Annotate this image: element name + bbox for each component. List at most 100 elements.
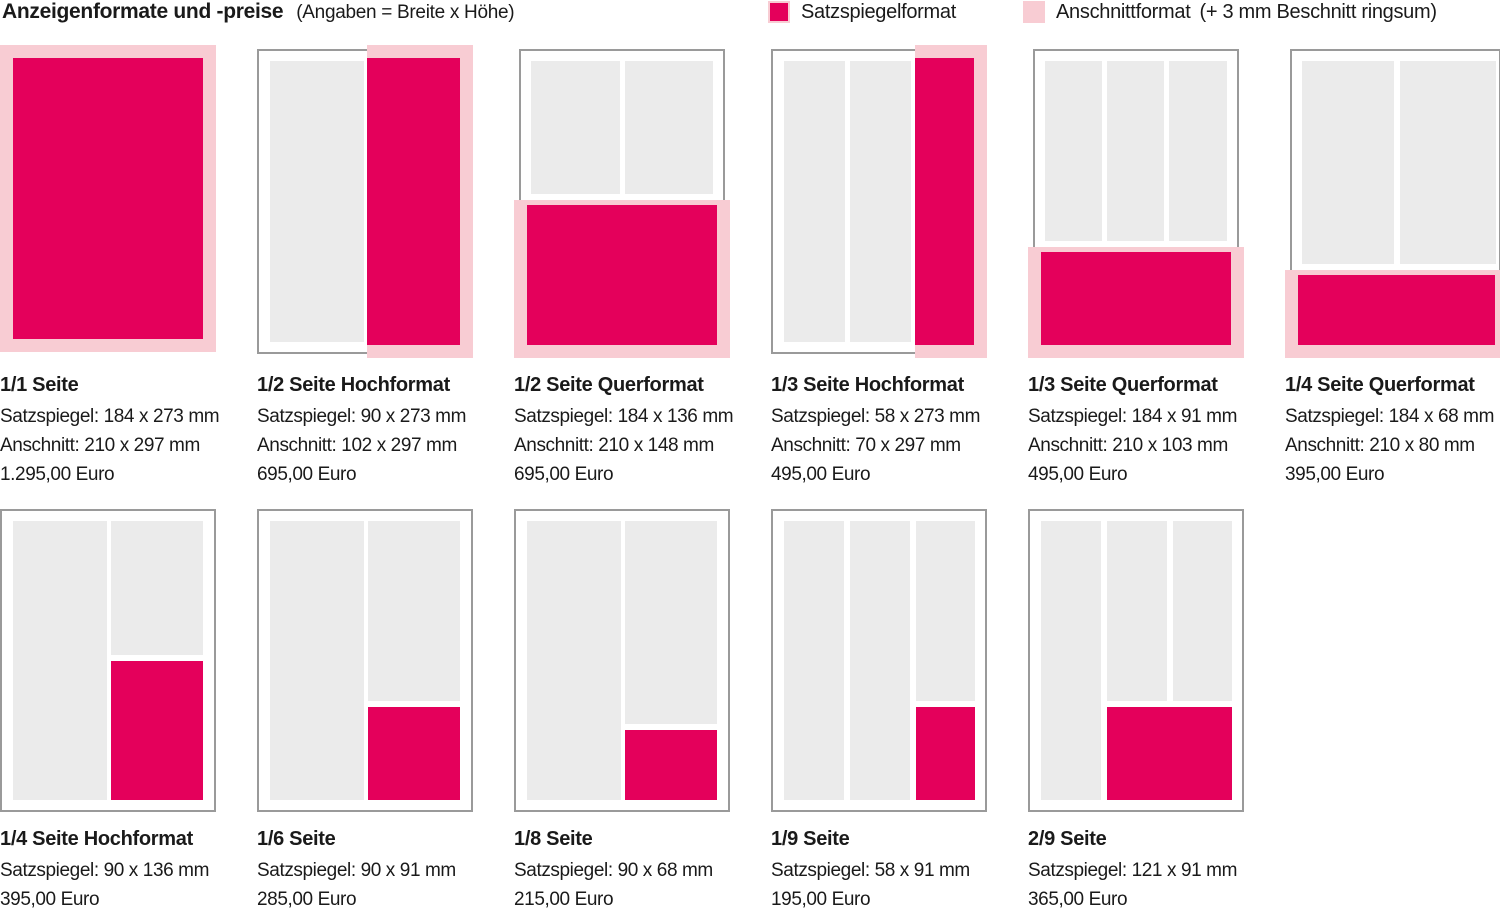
text-column — [850, 521, 910, 800]
format-satzspiegel: Satzspiegel: 184 x 91 mm — [1028, 406, 1238, 427]
text-column — [1107, 521, 1167, 701]
format-title: 1/4 Seite Querformat — [1285, 374, 1475, 396]
format-satzspiegel: Satzspiegel: 184 x 68 mm — [1285, 406, 1495, 427]
satzspiegel-swatch-icon — [768, 1, 790, 23]
format-cell: 1/1 Seite Satzspiegel: 184 x 273 mm Anschn… — [0, 45, 221, 489]
text-column — [1107, 61, 1164, 241]
ad-area — [367, 58, 460, 345]
format-anschnitt: Anschnitt: 70 x 297 mm — [771, 435, 961, 456]
ad-area — [527, 205, 717, 345]
text-column — [625, 521, 717, 724]
text-column — [1045, 61, 1102, 241]
ad-area — [916, 707, 975, 800]
format-title: 1/8 Seite — [514, 828, 593, 850]
format-figure — [257, 45, 478, 358]
format-cell: 1/4 Seite Querformat Satzspiegel: 184 x 6… — [1285, 45, 1500, 489]
format-title: 1/2 Seite Querformat — [514, 374, 704, 396]
format-cell: 2/9 Seite Satzspiegel: 121 x 91 mm 365,00 … — [1028, 509, 1244, 914]
format-price: 215,00 Euro — [514, 889, 614, 910]
ad-area — [368, 707, 460, 800]
format-satzspiegel: Satzspiegel: 90 x 68 mm — [514, 860, 713, 881]
legend-satzspiegel: Satzspiegelformat — [768, 0, 956, 24]
format-satzspiegel: Satzspiegel: 90 x 91 mm — [257, 860, 456, 881]
format-figure — [0, 45, 221, 358]
format-title: 1/4 Seite Hochformat — [0, 828, 193, 850]
format-cell: 1/3 Seite Hochformat Satzspiegel: 58 x 27… — [771, 45, 992, 489]
ad-area — [13, 58, 203, 339]
format-price: 395,00 Euro — [1285, 464, 1385, 485]
ad-area — [111, 661, 203, 800]
page-subtitle: (Angaben = Breite x Höhe) — [296, 2, 515, 23]
text-column — [850, 61, 911, 342]
text-column — [784, 521, 844, 800]
format-satzspiegel: Satzspiegel: 90 x 136 mm — [0, 860, 210, 881]
legend-anschnitt-note: (+ 3 mm Beschnitt ringsum) — [1199, 1, 1437, 23]
format-title: 1/2 Seite Hochformat — [257, 374, 450, 396]
page-title: Anzeigenformate und -preise — [2, 0, 284, 23]
format-figure — [771, 45, 992, 358]
format-satzspiegel: Satzspiegel: 121 x 91 mm — [1028, 860, 1238, 881]
text-column — [1041, 521, 1101, 800]
format-title: 1/3 Seite Querformat — [1028, 374, 1218, 396]
format-price: 495,00 Euro — [771, 464, 871, 485]
format-title: 2/9 Seite — [1028, 828, 1107, 850]
format-satzspiegel: Satzspiegel: 184 x 136 mm — [514, 406, 734, 427]
format-price: 395,00 Euro — [0, 889, 100, 910]
formats-row-top: 1/1 Seite Satzspiegel: 184 x 273 mm Anschn… — [0, 45, 1500, 489]
format-title: 1/6 Seite — [257, 828, 336, 850]
format-figure — [514, 45, 735, 358]
formats-row-bottom: 1/4 Seite Hochformat Satzspiegel: 90 x 13… — [0, 509, 1244, 914]
format-figure — [771, 509, 987, 812]
format-figure — [257, 509, 473, 812]
text-column — [531, 61, 620, 194]
text-column — [1169, 61, 1227, 241]
ad-area — [1041, 252, 1231, 345]
format-cell: 1/8 Seite Satzspiegel: 90 x 68 mm 215,00 E… — [514, 509, 730, 914]
format-figure — [0, 509, 216, 812]
legend-anschnitt-label: Anschnittformat — [1056, 1, 1191, 23]
page-header: Anzeigenformate und -preise (Angaben = B… — [2, 0, 515, 24]
ad-area — [1107, 707, 1232, 800]
format-price: 285,00 Euro — [257, 889, 357, 910]
format-cell: 1/3 Seite Querformat Satzspiegel: 184 x 9… — [1028, 45, 1249, 489]
anschnitt-swatch-icon — [1023, 1, 1045, 23]
format-title: 1/3 Seite Hochformat — [771, 374, 964, 396]
format-cell: 1/4 Seite Hochformat Satzspiegel: 90 x 13… — [0, 509, 216, 914]
format-cell: 1/6 Seite Satzspiegel: 90 x 91 mm 285,00 E… — [257, 509, 473, 914]
format-title: 1/9 Seite — [771, 828, 850, 850]
text-column — [625, 61, 713, 194]
text-column — [13, 521, 107, 800]
text-column — [1302, 61, 1394, 264]
format-figure — [1028, 509, 1244, 812]
format-anschnitt: Anschnitt: 210 x 148 mm — [514, 435, 714, 456]
format-price: 365,00 Euro — [1028, 889, 1128, 910]
text-column — [527, 521, 621, 800]
text-column — [916, 521, 975, 701]
format-anschnitt: Anschnitt: 210 x 103 mm — [1028, 435, 1228, 456]
format-price: 695,00 Euro — [514, 464, 614, 485]
format-anschnitt: Anschnitt: 210 x 80 mm — [1285, 435, 1475, 456]
text-column — [784, 61, 845, 342]
format-figure — [1028, 45, 1249, 358]
legend-anschnitt: Anschnittformat (+ 3 mm Beschnitt ringsu… — [1023, 0, 1437, 24]
format-anschnitt: Anschnitt: 102 x 297 mm — [257, 435, 457, 456]
format-figure — [1285, 45, 1500, 358]
format-figure — [514, 509, 730, 812]
text-column — [111, 521, 203, 655]
text-column — [368, 521, 460, 701]
format-price: 695,00 Euro — [257, 464, 357, 485]
format-title: 1/1 Seite — [0, 374, 79, 396]
format-cell: 1/2 Seite Querformat Satzspiegel: 184 x 1… — [514, 45, 735, 489]
text-column — [1173, 521, 1232, 701]
format-anschnitt: Anschnitt: 210 x 297 mm — [0, 435, 200, 456]
format-cell: 1/9 Seite Satzspiegel: 58 x 91 mm 195,00 E… — [771, 509, 987, 914]
format-price: 195,00 Euro — [771, 889, 871, 910]
format-satzspiegel: Satzspiegel: 58 x 273 mm — [771, 406, 981, 427]
format-satzspiegel: Satzspiegel: 58 x 91 mm — [771, 860, 970, 881]
ad-area — [625, 730, 717, 800]
format-price: 1.295,00 Euro — [0, 464, 115, 485]
format-price: 495,00 Euro — [1028, 464, 1128, 485]
format-satzspiegel: Satzspiegel: 90 x 273 mm — [257, 406, 467, 427]
legend-satzspiegel-label: Satzspiegelformat — [801, 1, 956, 23]
format-satzspiegel: Satzspiegel: 184 x 273 mm — [0, 406, 220, 427]
